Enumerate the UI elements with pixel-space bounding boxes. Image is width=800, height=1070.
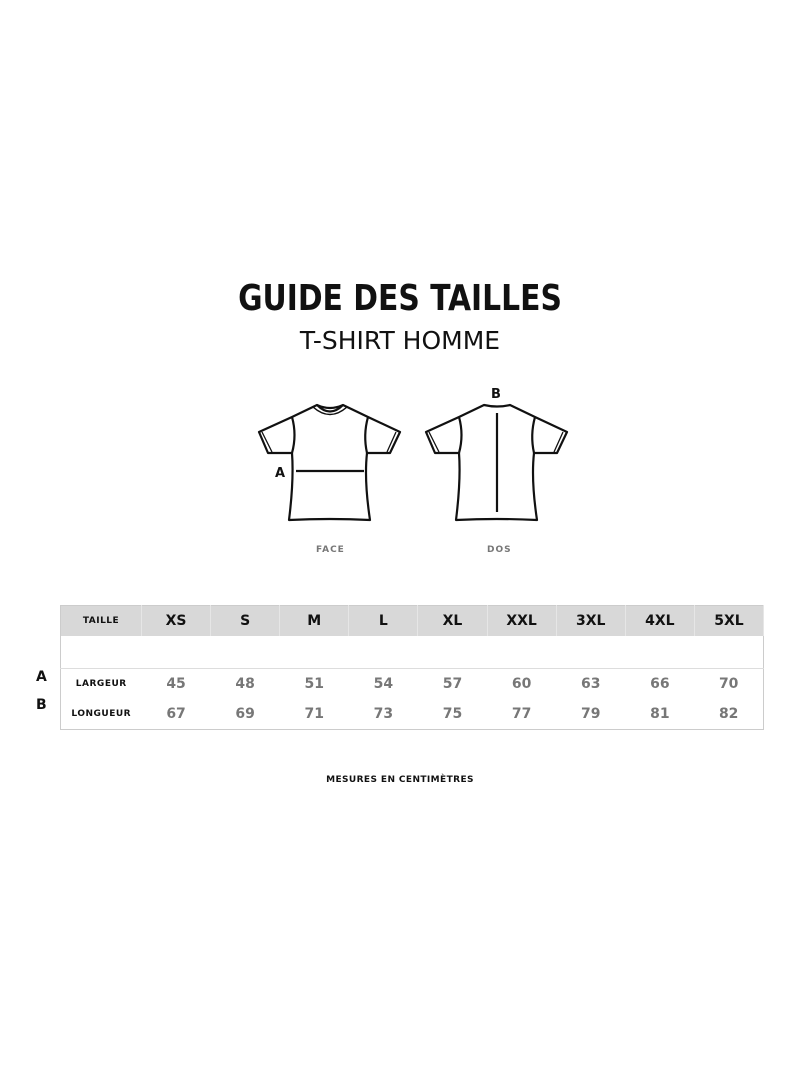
table-cell: 67 [166, 706, 186, 722]
table-cell: 73 [373, 706, 394, 722]
front-caption: FACE [316, 545, 345, 555]
table-cell: 45 [166, 676, 186, 692]
size-header: 5XL [694, 605, 765, 636]
table-row-longueur: LONGUEUR 67 69 71 73 75 77 79 81 82 [61, 699, 764, 730]
row-letter-b: B [36, 697, 47, 713]
size-header: S [210, 605, 281, 636]
table-cell: 81 [650, 706, 670, 722]
table-cell: 63 [580, 676, 601, 692]
tshirt-back-illustration [424, 403, 569, 522]
size-header: M [279, 605, 350, 636]
row-letter-a: A [36, 669, 47, 685]
table-cell: 54 [373, 676, 394, 692]
table-cell: 51 [304, 676, 325, 692]
row-label: LONGUEUR [71, 709, 132, 719]
table-cell: 70 [718, 676, 739, 692]
table-row-largeur: LARGEUR 45 48 51 54 57 60 63 66 70 [61, 669, 764, 700]
size-header: 3XL [556, 605, 626, 636]
table-cell: 71 [304, 706, 325, 722]
size-header: XL [417, 605, 488, 636]
table-cell: 48 [235, 676, 255, 692]
table-cell: 69 [235, 706, 255, 722]
page-title: GUIDE DES TAILLES [238, 278, 562, 319]
measurement-note: MESURES EN CENTIMÈTRES [326, 775, 474, 785]
table-cell: 82 [718, 706, 739, 722]
marker-a: A [275, 466, 285, 481]
row-label: LARGEUR [75, 679, 127, 689]
spacer-row [60, 636, 764, 669]
table-cell: 77 [511, 706, 532, 722]
tshirt-diagrams: A B [257, 387, 569, 522]
size-header: L [348, 605, 419, 636]
table-cell: 66 [650, 676, 670, 692]
size-header: XXL [487, 605, 557, 636]
size-header-row: TAILLE XS S M L XL XXL 3XL 4XL 5XL [60, 605, 765, 636]
size-header: XS [141, 605, 212, 636]
table-cell: 79 [580, 706, 601, 722]
size-header-label: TAILLE [60, 605, 142, 636]
table-cell: 75 [442, 706, 463, 722]
tshirt-front-illustration [257, 403, 402, 522]
marker-b: B [491, 387, 501, 402]
back-caption: DOS [487, 545, 512, 555]
page-subtitle: T-SHIRT HOMME [299, 326, 501, 355]
table-cell: 60 [511, 676, 532, 692]
size-table: TAILLE XS S M L XL XXL 3XL 4XL 5XL LARGE… [60, 605, 765, 730]
size-header: 4XL [625, 605, 695, 636]
table-cell: 57 [442, 676, 463, 692]
